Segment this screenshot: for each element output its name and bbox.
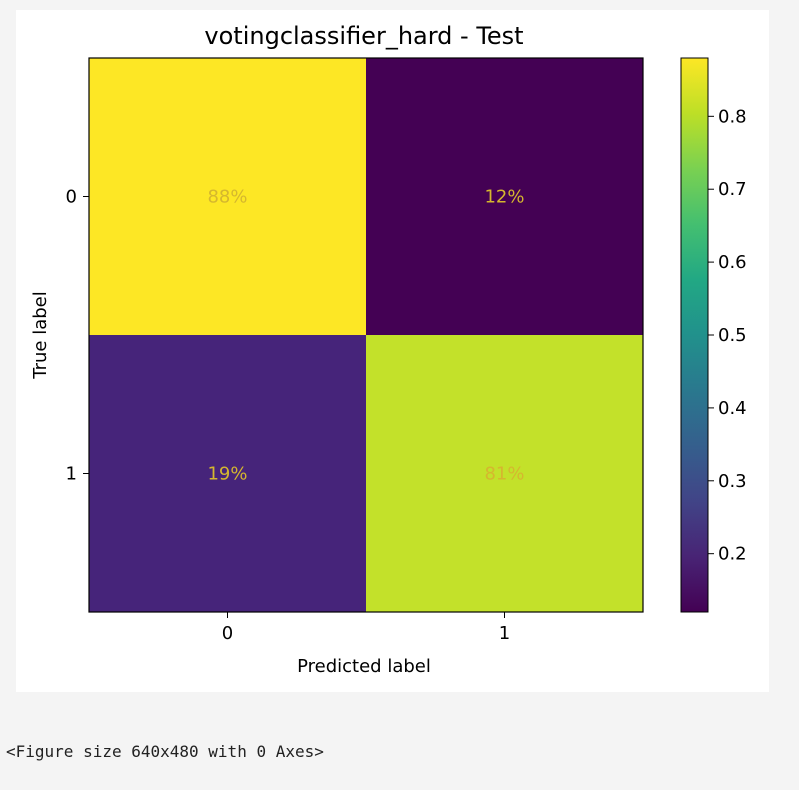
colorbar-ticks: 0.2 0.3 0.4 0.5 0.6 0.7 0.8 xyxy=(708,106,747,565)
colorbar-tick-label: 0.3 xyxy=(718,471,747,492)
figure-output-text: <Figure size 640x480 with 0 Axes> xyxy=(6,742,324,761)
axes-frame xyxy=(88,57,644,613)
colorbar xyxy=(680,57,709,613)
cell-value-label: 12% xyxy=(484,187,524,208)
chart-title: votingclassifier_hard - Test xyxy=(204,22,523,50)
cell-value-label: 19% xyxy=(207,464,247,485)
y-axis-label: True label xyxy=(30,291,51,380)
colorbar-tick-label: 0.5 xyxy=(718,325,747,346)
cell-value-label: 81% xyxy=(484,464,524,485)
y-tick-label: 1 xyxy=(66,464,77,485)
cell-value-label: 88% xyxy=(207,187,247,208)
axis-ticks: 0 1 0 1 xyxy=(66,187,511,645)
colorbar-tick-label: 0.2 xyxy=(718,544,747,565)
matrix-cell-0-0 xyxy=(89,58,366,335)
confusion-matrix-chart: votingclassifier_hard - Test 88% 12% 19% 81… xyxy=(30,22,747,677)
matrix-cell-1-1 xyxy=(366,335,643,612)
colorbar-tick-label: 0.8 xyxy=(718,106,747,127)
colorbar-tick-label: 0.4 xyxy=(718,398,747,419)
matrix-cells: 88% 12% 19% 81% xyxy=(89,58,643,612)
y-tick-label: 0 xyxy=(66,187,77,208)
colorbar-tick-label: 0.6 xyxy=(718,252,747,273)
matrix-cell-0-1 xyxy=(366,58,643,335)
x-axis-label: Predicted label xyxy=(297,656,431,677)
figure-panel: votingclassifier_hard - Test 88% 12% 19% 81… xyxy=(16,10,769,692)
colorbar-tick-label: 0.7 xyxy=(718,179,747,200)
x-tick-label: 0 xyxy=(222,623,233,644)
x-tick-label: 1 xyxy=(499,623,510,644)
matrix-cell-1-0 xyxy=(89,335,366,612)
